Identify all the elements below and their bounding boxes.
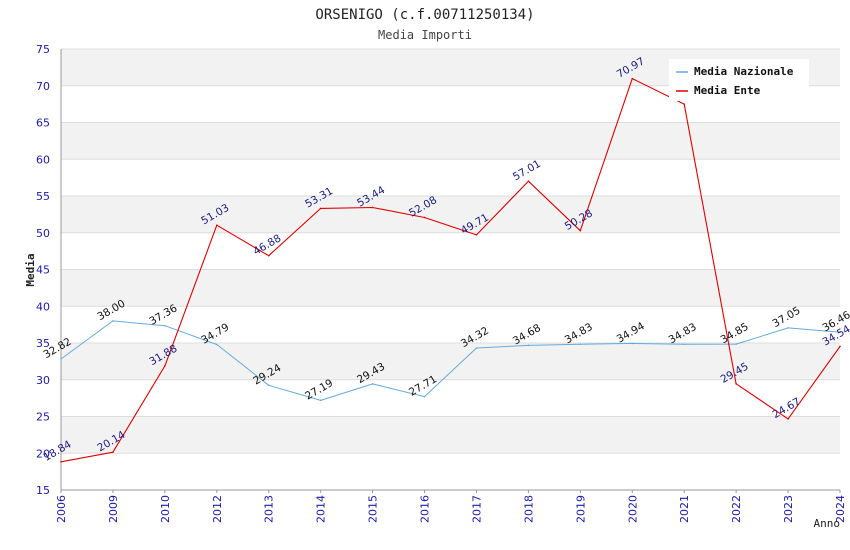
point-ente-2016	[423, 216, 426, 219]
x-tick-2023: 2023	[782, 495, 795, 523]
x-tick-2009: 2009	[107, 495, 120, 523]
point-nazionale-2013	[267, 384, 270, 387]
y-tick-40: 40	[36, 300, 50, 313]
point-nazionale-2023	[787, 327, 789, 329]
point-ente-2015	[371, 206, 374, 209]
y-tick-25: 25	[36, 411, 50, 424]
point-ente-2017	[475, 234, 478, 236]
x-tick-2006: 2006	[55, 495, 68, 523]
point-nazionale-2018	[527, 344, 530, 347]
y-tick-65: 65	[36, 117, 50, 130]
y-tick-labels: 15 20 25 30 35 40 45 50 55 60 65 70 75	[36, 43, 50, 497]
y-tick-50: 50	[36, 227, 50, 240]
x-tick-2014: 2014	[315, 495, 328, 523]
point-nazionale-2014	[319, 399, 322, 402]
x-tick-2020: 2020	[626, 495, 639, 523]
point-nazionale-2016	[423, 395, 426, 398]
point-ente-2013	[267, 254, 270, 257]
point-nazionale-2017	[475, 347, 478, 349]
point-ente-2020	[631, 77, 634, 80]
point-ente-2012	[216, 224, 218, 226]
x-tick-2010: 2010	[159, 495, 172, 523]
point-ente-2024	[839, 345, 841, 348]
y-tick-45: 45	[36, 264, 50, 277]
x-axis-label: Anno	[814, 517, 841, 530]
band-20	[61, 416, 840, 454]
x-tick-2015: 2015	[367, 495, 380, 523]
band-50	[61, 196, 840, 233]
x-tick-2021: 2021	[678, 495, 691, 523]
x-tick-2022: 2022	[730, 495, 743, 523]
band-25	[61, 379, 840, 417]
band-35	[61, 306, 840, 343]
point-ente-2023	[787, 418, 789, 420]
point-ente-2022	[735, 382, 737, 385]
axes	[60, 49, 841, 493]
x-tick-2024: 2024	[834, 495, 847, 523]
point-nazionale-2024	[839, 331, 841, 334]
x-tick-2012: 2012	[211, 495, 224, 523]
x-tick-2016: 2016	[419, 495, 432, 523]
legend: Media Nazionale Media Ente	[669, 59, 809, 101]
point-ente-2006	[60, 460, 62, 463]
chart-title: ORSENIGO (c.f.00711250134)	[315, 7, 534, 23]
y-axis-label: Media	[24, 253, 37, 286]
point-nazionale-2009	[112, 320, 114, 322]
series-line-ente	[60, 78, 841, 463]
band-40	[61, 269, 840, 307]
point-ente-2014	[319, 207, 322, 210]
y-tick-15: 15	[36, 484, 50, 497]
legend-label-nazionale: Media Nazionale	[694, 65, 794, 78]
point-nazionale-2020	[631, 342, 634, 345]
y-tick-60: 60	[36, 153, 50, 166]
band-55	[61, 159, 840, 196]
point-ente-2010	[164, 365, 166, 367]
x-tick-labels: 2006 2009 2010 2012 2013 2014 2015 2016 2017 2018…	[55, 495, 847, 523]
legend-box	[669, 59, 809, 101]
series-line-nazionale	[60, 320, 841, 401]
y-tick-30: 30	[36, 374, 50, 387]
x-tick-2013: 2013	[263, 495, 276, 523]
point-ente-2009	[112, 451, 114, 454]
y-tick-75: 75	[36, 43, 50, 56]
point-nazionale-2012	[216, 343, 218, 346]
y-tick-55: 55	[36, 190, 50, 203]
band-60	[61, 122, 840, 160]
y-tick-35: 35	[36, 337, 50, 350]
x-tick-2019: 2019	[574, 495, 587, 523]
x-tick-2017: 2017	[470, 495, 483, 523]
point-nazionale-2010	[164, 324, 166, 327]
band-15	[61, 453, 840, 490]
point-nazionale-2006	[60, 358, 62, 360]
point-ente-2019	[579, 229, 582, 232]
point-ente-2018	[527, 180, 530, 183]
band-45	[61, 232, 840, 270]
x-tick-2018: 2018	[522, 495, 535, 523]
y-tick-70: 70	[36, 80, 50, 93]
y-tick-20: 20	[36, 447, 50, 460]
series-lines	[60, 77, 841, 463]
point-nazionale-2019	[579, 343, 582, 346]
point-nazionale-2021	[683, 343, 685, 346]
point-nazionale-2022	[735, 343, 737, 345]
chart-subtitle: Media Importi	[378, 28, 472, 42]
point-nazionale-2015	[371, 383, 374, 385]
legend-label-ente: Media Ente	[694, 84, 761, 97]
point-ente-2021	[683, 103, 685, 105]
band-30	[61, 343, 840, 380]
